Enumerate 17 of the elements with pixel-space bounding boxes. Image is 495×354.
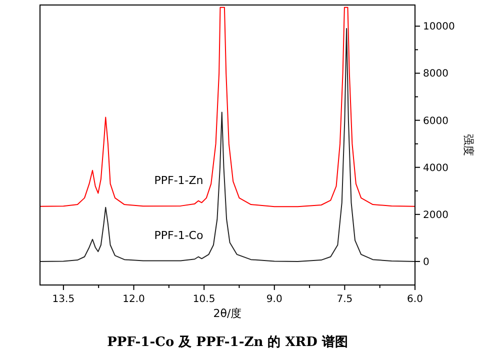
x-tick-label: 7.5 [336, 294, 353, 305]
x-tick-label: 6.0 [407, 294, 423, 305]
series-label: PPF-1-Zn [154, 174, 204, 187]
y-tick-label: 6000 [423, 116, 448, 127]
x-tick-label: 12.0 [122, 294, 145, 305]
series-label: PPF-1-Co [154, 228, 204, 242]
y-tick-label: 4000 [423, 162, 448, 174]
text: PPF-1-Co 及 PPF-1-Zn 的 XRD 谱图 [107, 334, 348, 350]
y-axis-title: 强度 [462, 134, 475, 156]
y-tick-label: 10000 [423, 22, 455, 33]
x-axis-title: 2θ/度 [213, 307, 242, 320]
x-tick-label: 10.5 [192, 294, 216, 305]
y-tick-label: 0 [423, 256, 430, 268]
y-tick-label: 8000 [423, 68, 448, 80]
x-tick-label: 13.5 [52, 294, 75, 305]
y-tick-label: 2000 [423, 210, 448, 221]
x-tick-label: 9.0 [266, 294, 282, 305]
